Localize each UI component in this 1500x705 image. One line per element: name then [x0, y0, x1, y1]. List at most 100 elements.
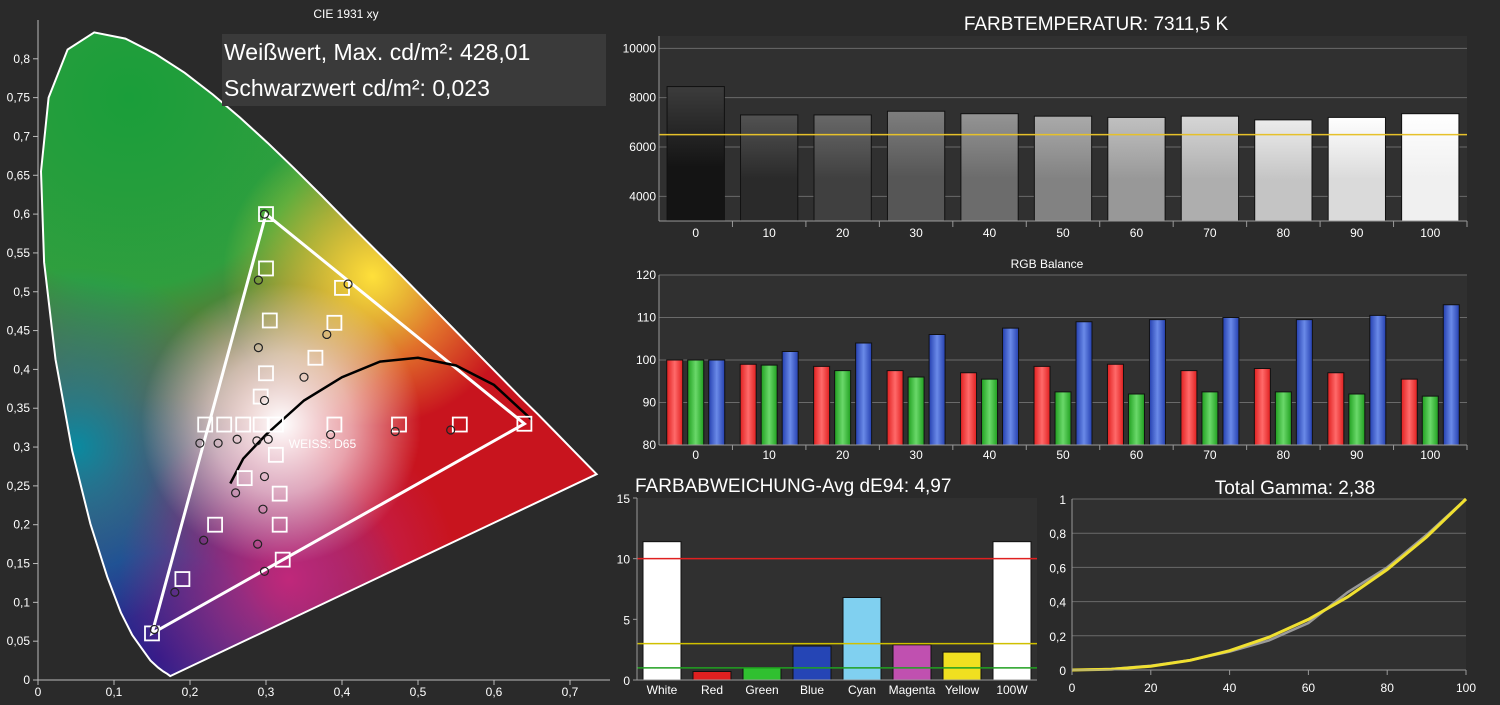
- colortemp-x-tick-label: 80: [1277, 226, 1291, 240]
- cie-y-tick-label: 0,55: [7, 246, 31, 260]
- rgb-bar: [1222, 317, 1240, 446]
- rgb-bar: [1148, 319, 1166, 446]
- rgb-y-tick-label: 90: [643, 396, 657, 410]
- rgb-bar: [1180, 370, 1198, 446]
- rgb-y-tick-label: 100: [636, 353, 656, 367]
- rgb-x-tick-label: 10: [763, 448, 777, 462]
- deltae-y-tick-label: 15: [617, 492, 631, 506]
- deltae-bar: [642, 541, 682, 681]
- measured-point: [259, 395, 270, 406]
- target-square: [216, 416, 233, 433]
- measured-point: [195, 438, 205, 448]
- rgb-bar: [1295, 319, 1313, 446]
- rgb-bar: [666, 359, 684, 446]
- cie-y-tick-label: 0,35: [7, 401, 31, 415]
- colortemp-x-tick-label: 40: [983, 226, 997, 240]
- rgb-bar: [781, 351, 799, 446]
- planckian-locus-curve: [229, 356, 533, 485]
- deltae-x-tick-label: Yellow: [945, 683, 980, 697]
- deltae-x-tick-label: Green: [745, 683, 778, 697]
- rgb-bar: [760, 364, 778, 446]
- rgb-bar: [1327, 372, 1345, 446]
- rgb-bar: [1274, 391, 1292, 446]
- cie-y-tick-label: 0: [23, 673, 30, 687]
- target-square: [271, 485, 288, 502]
- measured-point: [343, 279, 353, 289]
- measured-point: [253, 343, 263, 353]
- cie-title: CIE 1931 xy: [313, 7, 378, 21]
- gamma-y-tick-label: 0,8: [1049, 527, 1066, 541]
- colortemp-y-tick-label: 10000: [623, 41, 657, 55]
- measured-point: [252, 436, 262, 446]
- cie-x-tick-label: 0,3: [258, 685, 275, 699]
- cie-y-tick-label: 0,3: [13, 440, 30, 454]
- deltae-chart: 0 5 10 15 White Red Green Blue Cyan Magenta Yellow…: [617, 476, 1037, 697]
- gamma-x-tick-label: 20: [1144, 681, 1158, 695]
- target-square: [236, 470, 253, 487]
- colortemp-title-bg: [922, 10, 1270, 36]
- deltae-bar: [942, 651, 982, 681]
- gamma-x-tick-label: 60: [1302, 681, 1316, 695]
- cie-y-tick-label: 0,4: [13, 362, 30, 376]
- deltae-title: FARBABWEICHUNG-Avg dE94: 4,97: [635, 476, 951, 497]
- colortemp-x-tick-label: 100: [1420, 226, 1440, 240]
- rgb-bar: [1369, 314, 1387, 446]
- target-square: [197, 416, 214, 433]
- cie-y-tick-label: 0,75: [7, 91, 31, 105]
- rgb-bar: [928, 334, 946, 446]
- rgb-bar: [739, 363, 757, 446]
- gamma-title: Total Gamma: 2,38: [1215, 478, 1376, 499]
- cie-y-tick-label: 0,1: [13, 595, 30, 609]
- white-luminance-text: Weißwert, Max. cd/m²: 428,01: [224, 39, 531, 65]
- rgb-bar: [1075, 321, 1093, 446]
- measured-point: [390, 426, 400, 437]
- colortemp-x-tick-label: 60: [1130, 226, 1144, 240]
- measured-point: [259, 471, 270, 482]
- target-square: [252, 388, 269, 405]
- gamma-x-tick-label: 0: [1069, 681, 1076, 695]
- cie-x-tick-label: 0: [35, 685, 42, 699]
- deltae-x-tick-label: White: [647, 683, 678, 697]
- rgb-bar: [1348, 393, 1366, 446]
- target-square: [258, 206, 274, 223]
- deltae-x-tick-label: Blue: [800, 683, 824, 697]
- colortemp-x-tick-label: 0: [692, 226, 699, 240]
- rgb-bar: [960, 372, 978, 446]
- deltae-bar: [792, 645, 832, 681]
- colortemp-y-tick-label: 8000: [629, 91, 656, 105]
- gamma-x-tick-label: 40: [1223, 681, 1237, 695]
- rgb-bar: [886, 370, 904, 446]
- gamma-x-tick-label: 100: [1456, 681, 1476, 695]
- rgb-bar: [1201, 391, 1219, 446]
- colortemp-y-tick-label: 4000: [629, 189, 656, 203]
- rgb-x-tick-label: 100: [1420, 448, 1440, 462]
- deltae-x-tick-label: Cyan: [848, 683, 876, 697]
- rgb-bar: [1400, 378, 1418, 446]
- target-square: [207, 516, 223, 533]
- deltae-panel: 0 5 10 15 White Red Green Blue Cyan Magenta Yellow…: [610, 468, 1040, 705]
- rgb-bar: [813, 365, 831, 446]
- target-square: [326, 416, 343, 433]
- rgb-x-tick-label: 90: [1350, 448, 1364, 462]
- deltae-x-tick-label: 100W: [996, 683, 1028, 697]
- rgb-x-tick-label: 60: [1130, 448, 1144, 462]
- cie-y-tick-label: 0,5: [13, 285, 30, 299]
- colortemp-bar: [1254, 119, 1313, 222]
- deltae-bar: [992, 541, 1032, 681]
- rgb-y-tick-label: 110: [637, 311, 656, 325]
- target-square: [261, 312, 278, 329]
- colortemp-bar: [1401, 113, 1460, 222]
- rgb-bar: [855, 342, 873, 446]
- deltae-bar: [892, 644, 932, 681]
- colortemp-bar: [813, 114, 872, 222]
- colortemp-bar: [666, 86, 725, 222]
- target-square: [326, 314, 343, 331]
- measured-point: [258, 504, 268, 514]
- colortemp-x-tick-label: 50: [1056, 226, 1070, 240]
- rgb-x-tick-label: 30: [909, 448, 923, 462]
- deltae-x-tick-label: Magenta: [889, 683, 936, 697]
- measured-point: [259, 209, 270, 219]
- rgb-bar: [708, 359, 726, 446]
- cie-y-tick-label: 0,8: [13, 52, 30, 66]
- colortemp-bar: [740, 114, 799, 222]
